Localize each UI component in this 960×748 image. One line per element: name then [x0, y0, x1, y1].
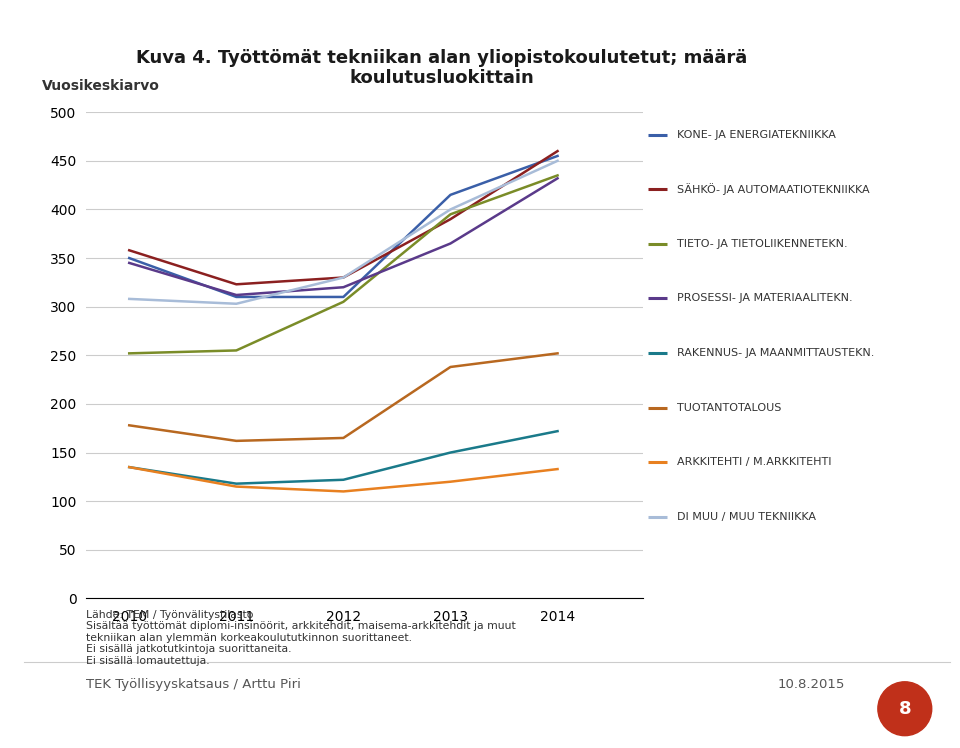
Text: PROSESSI- JA MATERIAALITEKN.: PROSESSI- JA MATERIAALITEKN.	[677, 293, 852, 304]
Text: TEK Työllisyyskatsaus / Arttu Piri: TEK Työllisyyskatsaus / Arttu Piri	[86, 678, 301, 691]
Text: Kuva 4. Työttömät tekniikan alan yliopistokoulutetut; määrä
koulutusluokittain: Kuva 4. Työttömät tekniikan alan yliopis…	[136, 49, 747, 88]
Text: RAKENNUS- JA MAANMITTAUSTEKN.: RAKENNUS- JA MAANMITTAUSTEKN.	[677, 348, 875, 358]
Text: 10.8.2015: 10.8.2015	[778, 678, 845, 691]
Circle shape	[877, 682, 932, 736]
Text: KONE- JA ENERGIATEKNIIKKA: KONE- JA ENERGIATEKNIIKKA	[677, 129, 835, 140]
Text: Vuosikeskiarvo: Vuosikeskiarvo	[42, 79, 159, 93]
Text: TUOTANTOTALOUS: TUOTANTOTALOUS	[677, 402, 781, 413]
Text: TIETO- JA TIETOLIIKENNETEKN.: TIETO- JA TIETOLIIKENNETEKN.	[677, 239, 848, 249]
Text: DI MUU / MUU TEKNIIKKA: DI MUU / MUU TEKNIIKKA	[677, 512, 816, 522]
Text: Lähde: TEM / Työnvälitystilasto
Sisältää työttömät diplomi-insinöörit, arkkitehd: Lähde: TEM / Työnvälitystilasto Sisältää…	[86, 610, 516, 666]
Text: SÄHKÖ- JA AUTOMAATIOTEKNIIKKA: SÄHKÖ- JA AUTOMAATIOTEKNIIKKA	[677, 183, 870, 195]
Text: ARKKITEHTI / M.ARKKITEHTI: ARKKITEHTI / M.ARKKITEHTI	[677, 457, 831, 468]
Text: 8: 8	[899, 699, 911, 718]
